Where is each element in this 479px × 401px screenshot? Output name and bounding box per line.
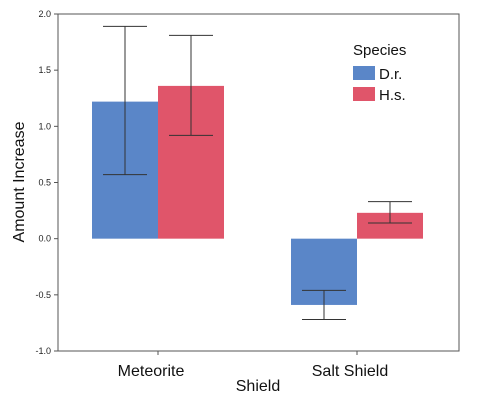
x-category-label: Salt Shield — [312, 363, 389, 380]
error-bars — [103, 25, 412, 321]
legend-swatch-dr — [353, 66, 375, 80]
x-axis-title: Shield — [236, 378, 280, 395]
legend-label-dr: D.r. — [379, 66, 402, 83]
legend-title: Species — [353, 42, 406, 59]
y-tick-label: 2.0 — [38, 9, 51, 19]
legend-swatch-hs — [353, 87, 375, 101]
y-tick-label: 1.5 — [38, 65, 51, 75]
y-axis-title: Amount Increase — [11, 121, 28, 242]
y-tick-label: 0.0 — [38, 234, 51, 244]
legend-label-hs: H.s. — [379, 87, 406, 104]
y-tick-label: -0.5 — [35, 290, 51, 300]
x-category-label: Meteorite — [118, 363, 185, 380]
y-tick-label: 0.5 — [38, 178, 51, 188]
y-tick-label: -1.0 — [35, 346, 51, 356]
y-tick-label: 1.0 — [38, 121, 51, 131]
legend: Species D.r. H.s. — [353, 42, 406, 104]
x-axis: Meteorite Salt Shield — [118, 351, 389, 380]
y-axis: -1.0 -0.5 0.0 0.5 1.0 1.5 2.0 — [35, 9, 58, 356]
